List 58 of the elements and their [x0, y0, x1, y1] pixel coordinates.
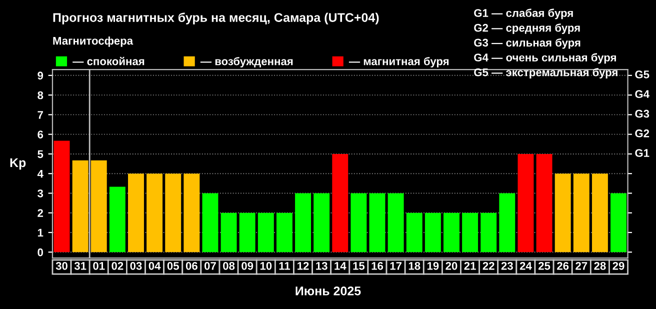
ref-line-label: G5: [635, 70, 650, 78]
x-tick-label: 01: [93, 262, 105, 270]
x-tick-label: 09: [242, 262, 254, 270]
y-tick-label: 5: [38, 150, 44, 158]
x-tick-label: 25: [538, 262, 550, 270]
y-tick-label: 8: [38, 91, 44, 100]
x-tick-label: 17: [390, 262, 402, 270]
x-tick-label: 21: [464, 262, 476, 270]
y-tick-label: 9: [38, 72, 44, 80]
x-tick-label: 27: [576, 262, 588, 270]
x-tick-label: 03: [130, 262, 142, 270]
x-tick-label: 20: [446, 262, 458, 270]
x-tick-label: 18: [408, 262, 420, 270]
x-tick-label: 15: [353, 262, 365, 270]
y-tick-label: 4: [37, 170, 44, 178]
x-tick-label: 06: [186, 262, 198, 270]
ref-line-label: G1: [635, 149, 650, 157]
x-tick-label: 28: [594, 262, 606, 270]
y-tick-label: 2: [38, 209, 44, 217]
x-tick-label: 26: [557, 262, 569, 270]
x-tick-label: 31: [74, 262, 86, 270]
text: G1 — слабая буря: [474, 8, 573, 20]
ref-line-label: G4: [635, 90, 650, 98]
y-axis-title: Kp: [10, 158, 26, 170]
legend-label: — спокойная: [72, 56, 144, 66]
text: G2 — средняя буря: [474, 24, 580, 34]
x-axis-title: Июнь 2025: [296, 286, 361, 296]
x-tick-label: 12: [298, 262, 309, 270]
x-tick-label: 08: [223, 262, 235, 270]
x-tick-label: 23: [501, 262, 513, 270]
y-tick-label: 1: [38, 228, 44, 237]
annotation: G5 — экстремальная буря: [474, 68, 618, 78]
x-tick-label: 22: [482, 262, 494, 270]
x-tick-label: 11: [279, 262, 290, 270]
x-tick-label: 05: [167, 262, 179, 270]
x-tick-label: 16: [372, 262, 384, 270]
x-tick-label: 02: [112, 262, 124, 270]
text: G3 — сильная буря: [474, 38, 580, 49]
x-tick-label: 07: [204, 262, 216, 270]
chart-title: Прогноз магнитных бурь на месяц, Самара (UTC+04): [53, 12, 379, 24]
x-tick-label: 14: [334, 262, 346, 270]
legend-label: — возбужденная: [200, 56, 293, 68]
legend-label: — магнитная буря: [348, 56, 449, 68]
ref-line-label: G3: [635, 110, 650, 118]
y-tick-label: 7: [38, 111, 43, 119]
x-tick-label: 29: [612, 262, 624, 270]
y-tick-label: 0: [38, 248, 43, 256]
y-tick-label: 6: [38, 130, 44, 138]
x-tick-label: 30: [56, 262, 68, 270]
ref-line-label: G2: [635, 129, 650, 138]
legend-title: Магнитосфера: [53, 36, 134, 47]
x-tick-label: 13: [316, 262, 328, 270]
x-tick-label: 19: [427, 262, 439, 270]
x-tick-label: 10: [260, 262, 272, 270]
y-tick-label: 3: [38, 189, 44, 198]
text: G4 — очень сильная буря: [474, 53, 616, 64]
x-tick-label: 04: [148, 262, 161, 270]
x-tick-label: 24: [520, 262, 532, 270]
